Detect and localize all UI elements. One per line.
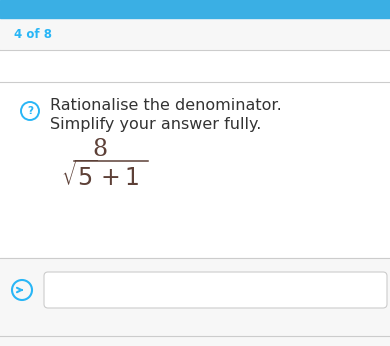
Text: 4 of 8: 4 of 8: [14, 27, 52, 40]
FancyBboxPatch shape: [44, 272, 387, 308]
Text: 8: 8: [92, 138, 108, 162]
Text: Rationalise the denominator.: Rationalise the denominator.: [50, 99, 282, 113]
Bar: [0, 258, 390, 346]
Text: Simplify your answer fully.: Simplify your answer fully.: [50, 117, 261, 131]
Text: $\sqrt{5}+1$: $\sqrt{5}+1$: [61, 161, 139, 191]
Bar: [0, 0, 390, 18]
Bar: [0, 50, 390, 258]
Text: ?: ?: [27, 106, 33, 116]
Bar: [0, 18, 390, 50]
